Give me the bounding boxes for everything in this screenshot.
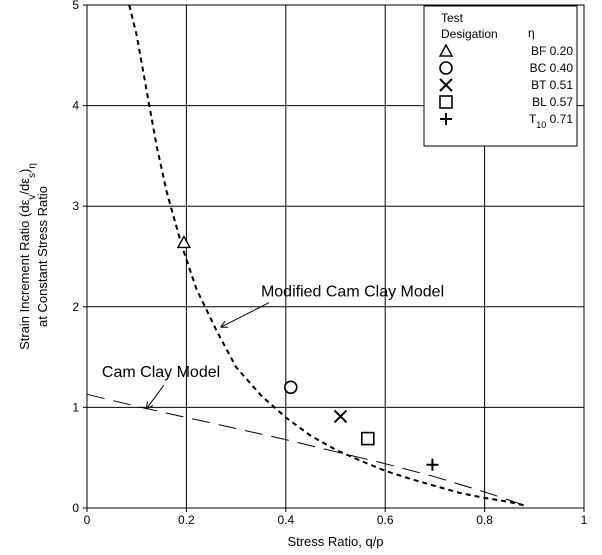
legend-eta-symbol: η [528, 26, 535, 40]
y-tick-label: 4 [72, 99, 79, 113]
svg-text:Strain Increment Ratio (dεv/dε: Strain Increment Ratio (dεv/dεs)η [17, 163, 38, 350]
legend-title: Desigation [441, 27, 498, 41]
legend-item: BT 0.51 [439, 78, 573, 92]
x-marker-stroke [333, 409, 348, 424]
y-axis-title-sub: v [27, 195, 38, 200]
legend-item-label: BT 0.51 [531, 78, 573, 92]
curves [86, 4, 528, 507]
legend-item-label: BC 0.40 [530, 61, 574, 75]
annotations: Modified Cam Clay Model Cam Clay Model [102, 284, 444, 409]
legend-box [423, 5, 578, 147]
y-tick-label: 0 [72, 501, 79, 515]
legend-marker-square [439, 95, 453, 109]
data-point-square [361, 431, 375, 446]
plot-area [86, 4, 585, 509]
legend-item: BF 0.20 [438, 43, 573, 58]
x-tick-label: 1 [581, 513, 588, 527]
legend-item: T10 0.71 [440, 112, 573, 130]
x-marker-stroke [439, 78, 453, 92]
y-axis-title-part: Strain Increment Ratio (dε [17, 199, 32, 350]
y-axis-title-sub: η [27, 163, 38, 169]
cam-clay-curve [86, 393, 527, 507]
legend-marker-triangle [438, 43, 454, 57]
data-point-plus [426, 458, 439, 471]
modified-cam-clay-curve [128, 4, 528, 507]
legend-marker-circle [439, 61, 453, 75]
legend-marker-plus [440, 113, 452, 125]
annotation-arrow [147, 384, 165, 408]
legend: Test Desigation η BF 0.20 BC 0.40 BT 0.51 B… [423, 5, 578, 147]
data-point-x [333, 409, 348, 424]
y-axis-title-part: /dε [17, 178, 32, 195]
legend-item-label: T10 0.71 [529, 112, 573, 130]
x-tick-label: 0.2 [178, 513, 195, 527]
annotation-label: Cam Clay Model [102, 364, 220, 381]
legend-marker-x [439, 78, 453, 92]
y-tick-label: 1 [72, 400, 79, 414]
legend-item: BC 0.40 [439, 61, 574, 75]
x-tick-label: 0.8 [476, 513, 493, 527]
annotation-arrow [221, 302, 270, 327]
y-axis-title: Strain Increment Ratio (dεv/dεs)η at Con… [17, 163, 50, 350]
x-tick-label: 0 [84, 513, 91, 527]
legend-item-label: BL 0.57 [532, 95, 573, 109]
data-point-triangle [176, 234, 192, 249]
legend-item: BL 0.57 [439, 95, 573, 109]
x-tick-label: 0.6 [377, 513, 394, 527]
y-axis-title-sub: s [27, 173, 38, 178]
y-tick-label: 2 [72, 300, 79, 314]
data-point-circle [283, 380, 298, 395]
y-axis-title-line2: at Constant Stress Ratio [35, 186, 50, 327]
y-tick-label: 5 [72, 0, 79, 12]
data-points [176, 234, 439, 471]
y-axis-title-part: ) [17, 169, 32, 173]
x-tick-label: 0.4 [277, 513, 294, 527]
legend-title: Test [441, 11, 464, 25]
y-tick-label: 3 [72, 199, 79, 213]
x-axis-title: Stress Ratio, q/p [287, 534, 383, 549]
axis-ticks: 0 0.2 0.4 0.6 0.8 1 0 1 2 3 4 5 [72, 0, 587, 527]
legend-item-label: BF 0.20 [531, 44, 573, 58]
annotation-label: Modified Cam Clay Model [261, 284, 444, 301]
